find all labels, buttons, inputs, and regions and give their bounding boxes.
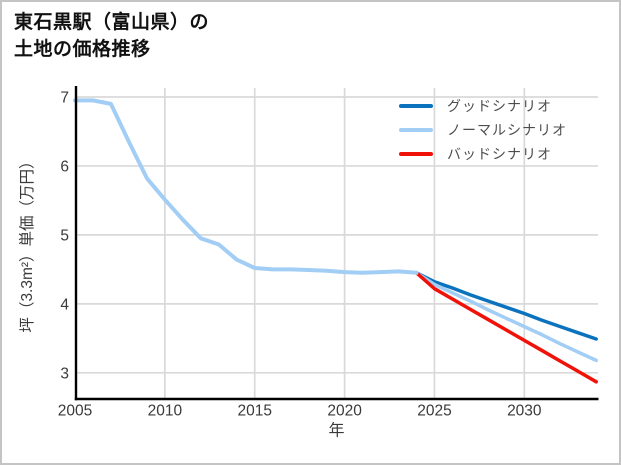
x-axis-label: 年 (328, 421, 344, 439)
legend-label-bad: バッドシナリオ (447, 146, 552, 162)
x-tick-label-2015: 2015 (237, 402, 271, 419)
legend-item-normal: ノーマルシナリオ (399, 118, 567, 142)
y-tick-label-5: 5 (60, 227, 69, 244)
legend-swatch-bad (399, 152, 433, 156)
series-normal-line (414, 271, 598, 363)
series-good-line (414, 271, 598, 341)
x-tick-label-2010: 2010 (148, 402, 183, 419)
y-tick-label-4: 4 (60, 296, 69, 313)
legend-label-good: グッドシナリオ (447, 98, 552, 114)
x-tick-label-2030: 2030 (507, 402, 542, 419)
series-bad-line (414, 271, 598, 384)
y-tick-label-7: 7 (60, 89, 69, 106)
chart-title-line2: 土地の価格推移 (14, 39, 151, 60)
x-tick-label-2020: 2020 (327, 402, 362, 419)
y-tick-label-6: 6 (60, 158, 69, 175)
legend-swatch-normal (399, 128, 433, 132)
legend-swatch-good (399, 104, 433, 108)
chart-title: 東石黒駅（富山県）の 土地の価格推移 (14, 9, 209, 63)
y-tick-label-3: 3 (60, 365, 69, 382)
legend-item-good: グッドシナリオ (399, 94, 567, 118)
series-historical-line (73, 98, 419, 275)
legend-item-bad: バッドシナリオ (399, 142, 567, 166)
x-tick-label-2005: 2005 (58, 402, 92, 419)
chart-title-line1: 東石黒駅（富山県）の (14, 12, 210, 33)
legend-label-normal: ノーマルシナリオ (447, 122, 567, 138)
y-axis-label: 坪（3.3m²）単価（万円） (18, 153, 36, 332)
x-tick-label-2025: 2025 (417, 402, 451, 419)
legend: グッドシナリオ ノーマルシナリオ バッドシナリオ (399, 94, 567, 166)
